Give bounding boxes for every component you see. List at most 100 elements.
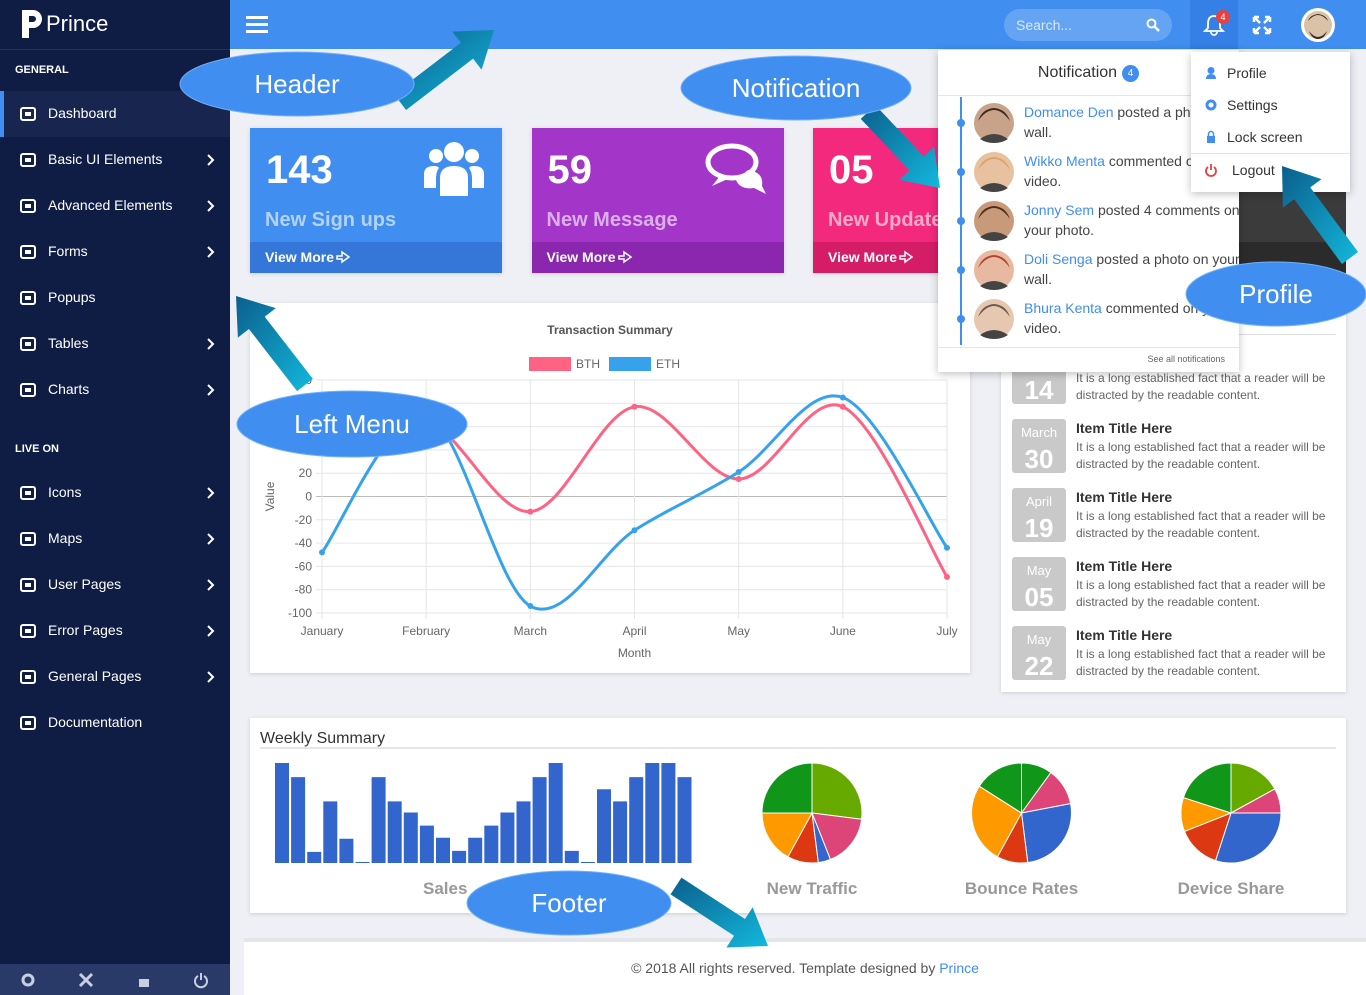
notification-button[interactable]: 4 — [1190, 0, 1238, 49]
menu-label[interactable]: Popups — [48, 289, 96, 305]
menu-label[interactable]: Forms — [48, 243, 88, 259]
icon-shape — [1207, 67, 1215, 74]
see-all-link[interactable]: See all notifications — [1147, 354, 1225, 364]
user-avatar — [1301, 8, 1335, 42]
stat-card-footer[interactable]: View More — [250, 242, 502, 273]
menu-icon — [20, 716, 36, 730]
dropdown-divider — [938, 347, 1239, 348]
view-more-link[interactable]: View More — [265, 249, 334, 265]
icon-shape — [617, 250, 632, 264]
view-more-link[interactable]: View More — [828, 249, 897, 265]
menu-label[interactable]: Tables — [48, 335, 89, 351]
notification-text[interactable]: Jonny Sem posted 4 comments on your phot… — [1024, 200, 1239, 240]
data-point — [527, 508, 534, 515]
chart-label: Device Share — [1178, 879, 1285, 898]
view-more-link[interactable]: View More — [546, 249, 616, 265]
data-point — [839, 403, 846, 410]
date-badge: May 05 — [1012, 557, 1066, 612]
menu-icon — [1207, 130, 1215, 143]
menu-icon-shape — [20, 199, 36, 213]
profile-menu-item[interactable]: Lock screen — [1227, 129, 1303, 145]
menu-item[interactable]: Icons — [0, 470, 230, 516]
icon-shape — [1206, 74, 1216, 79]
menu-icon — [20, 578, 36, 592]
search-placeholder[interactable]: Search... — [1016, 17, 1073, 33]
bar — [548, 763, 563, 863]
menu-item[interactable]: Forms — [0, 229, 230, 275]
menu-label[interactable]: Dashboard — [48, 105, 117, 121]
bar — [645, 763, 660, 863]
menu-icon-shape — [20, 245, 36, 259]
menu-label[interactable]: Advanced Elements — [48, 197, 173, 213]
chevron — [207, 579, 215, 591]
date-badge: March 30 — [1012, 419, 1066, 474]
y-tick-label: -40 — [295, 536, 313, 550]
notification-name[interactable]: Doli Senga — [1024, 251, 1093, 267]
menu-icon-shape — [20, 486, 36, 500]
avatar-body — [980, 134, 1008, 143]
date-day: 14 — [1024, 375, 1054, 405]
menu-label[interactable]: Documentation — [48, 714, 143, 730]
menu-item[interactable]: Error Pages — [0, 608, 230, 654]
icon-shape — [1207, 130, 1215, 136]
chart-label: Sales — [423, 879, 467, 898]
menu-label[interactable]: Error Pages — [48, 622, 123, 638]
icon-shape — [1207, 136, 1215, 143]
data-point — [839, 394, 846, 401]
menu-label[interactable]: Icons — [48, 484, 82, 500]
chevron — [207, 384, 215, 396]
menu-item[interactable]: Tables — [0, 321, 230, 367]
menu-item[interactable]: Charts — [0, 367, 230, 413]
notification-name[interactable]: Wikko Menta — [1024, 153, 1105, 169]
menu-label[interactable]: User Pages — [48, 576, 122, 592]
menu-label[interactable]: Charts — [48, 381, 90, 397]
menu-icon-shape — [20, 383, 36, 397]
profile-menu-item[interactable]: Profile — [1227, 65, 1267, 81]
menu-icon-shape — [20, 670, 36, 684]
profile-menu-item[interactable]: Logout — [1232, 162, 1275, 178]
notification-name[interactable]: Bhura Kenta — [1024, 300, 1102, 316]
notification-text[interactable]: Doli Senga posted a photo on your wall. — [1024, 249, 1239, 289]
fullscreen-button — [1252, 15, 1272, 35]
menu-item[interactable]: User Pages — [0, 562, 230, 608]
legend-swatch — [529, 357, 571, 371]
notification-name[interactable]: Domance Den — [1024, 104, 1114, 120]
icon-shape — [429, 149, 443, 163]
legend-label: BTH — [576, 357, 600, 371]
stat-value: 05 — [829, 148, 874, 192]
menu-icon — [20, 199, 36, 213]
menu-icon-shape — [20, 153, 36, 167]
footer-link[interactable]: Prince — [939, 960, 979, 976]
menu-item[interactable]: Dashboard — [0, 91, 230, 137]
menu-item[interactable]: Basic UI Elements — [0, 137, 230, 183]
menu-item[interactable]: General Pages — [0, 654, 230, 700]
menu-icon — [20, 624, 36, 638]
profile-menu-item[interactable]: Settings — [1227, 97, 1278, 113]
submenu-chevron — [207, 625, 215, 637]
timeline-dot — [957, 217, 965, 225]
submenu-chevron — [207, 154, 215, 166]
chevron — [207, 154, 215, 166]
menu-item[interactable]: Documentation — [0, 700, 230, 746]
menu-label[interactable]: General Pages — [48, 668, 142, 684]
menu-item[interactable]: Advanced Elements — [0, 183, 230, 229]
menu-icon — [20, 107, 36, 121]
avatar-hair — [978, 255, 1010, 268]
menu-label[interactable]: Basic UI Elements — [48, 151, 163, 167]
annotation-label: Header — [254, 69, 340, 99]
notification-avatar — [974, 250, 1014, 290]
notification-text[interactable]: Bhura Kenta commented on your last video… — [1024, 298, 1239, 338]
y-tick-label: 20 — [299, 466, 313, 480]
menu-item[interactable]: Popups — [0, 275, 230, 321]
stat-card-footer[interactable]: View More — [531, 242, 784, 273]
menu-label[interactable]: Maps — [48, 530, 83, 546]
legend-swatch — [609, 357, 651, 371]
notification-name[interactable]: Jonny Sem — [1024, 202, 1095, 218]
search-box[interactable]: Search... — [1004, 9, 1172, 41]
notification-message[interactable]: posted 4 comments on your photo. — [1024, 202, 1239, 238]
item-text: It is a long established fact that a rea… — [1076, 647, 1326, 678]
menu-item[interactable]: Maps — [0, 516, 230, 562]
y-tick-label: 100 — [292, 373, 312, 387]
stat-card: 143 New Sign ups View More — [250, 128, 502, 273]
sidebar-toolbar — [0, 964, 230, 995]
